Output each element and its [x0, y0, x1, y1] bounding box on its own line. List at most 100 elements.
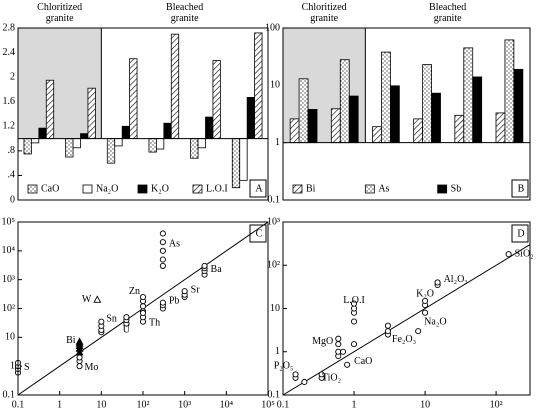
point — [384, 328, 391, 335]
y-tick-label: .4 — [8, 170, 16, 181]
y-tick-label: 0.1 — [268, 194, 281, 205]
bar — [372, 126, 382, 144]
y-tick-label: 100 — [265, 22, 280, 33]
point-label: S — [24, 362, 30, 373]
point — [159, 256, 166, 263]
point — [350, 318, 358, 325]
point — [159, 247, 166, 254]
legend-label: Bi — [306, 183, 316, 194]
bar — [121, 125, 131, 139]
point-label: Na₂O — [424, 316, 446, 327]
bar — [239, 138, 248, 181]
legend-swatch — [137, 184, 148, 194]
legend-label: CaO — [41, 183, 59, 194]
y-tick-label: 10⁴ — [2, 245, 16, 256]
point — [350, 305, 358, 312]
x-tick-label: 10⁵ — [261, 399, 275, 410]
point — [201, 262, 208, 269]
legend-swatch — [364, 184, 375, 194]
point — [415, 328, 422, 335]
bar — [254, 32, 263, 139]
point — [301, 378, 308, 386]
bar — [45, 79, 55, 139]
point-label: Al₂O₃ — [444, 274, 468, 285]
y-tick-label: 2 — [10, 71, 15, 82]
y-tick-label: 1 — [275, 346, 280, 357]
bar — [106, 138, 116, 164]
panel-letter: C — [256, 228, 263, 239]
bar — [307, 109, 318, 144]
bar — [148, 138, 157, 153]
point-label: Th — [149, 318, 160, 329]
point-label: P₂O₅ — [274, 360, 294, 371]
bar — [205, 116, 214, 139]
legend-label: Na₂O — [96, 183, 118, 194]
point-label: Sr — [191, 285, 201, 296]
bar — [348, 95, 359, 144]
panel-letter-box — [511, 224, 529, 243]
bar — [212, 60, 221, 139]
y-tick-label: .8 — [8, 145, 16, 156]
point — [159, 262, 166, 269]
point — [139, 309, 147, 317]
group-label: Chloritized granite — [37, 2, 83, 24]
bar — [23, 138, 32, 155]
point-label: Fe₂O₃ — [392, 334, 416, 345]
point — [159, 230, 166, 237]
point-label: SiO₂ — [515, 249, 534, 260]
y-tick-label: 1.2 — [3, 121, 16, 132]
legend-label: K₂O — [151, 183, 169, 194]
bar — [170, 33, 180, 139]
group-label: Bleached granite — [429, 2, 467, 24]
legend-label: L.O.I — [206, 183, 228, 194]
x-tick-label: 1 — [57, 399, 62, 410]
point — [76, 363, 83, 370]
point-label: Sn — [106, 314, 117, 325]
bar — [65, 138, 74, 158]
point-label: Bi — [66, 335, 76, 346]
point — [139, 303, 147, 310]
bar — [30, 138, 40, 144]
point — [422, 297, 429, 304]
bar — [190, 138, 199, 159]
bar — [463, 47, 474, 144]
panel-letter-box — [249, 179, 267, 198]
panel-letter-box — [249, 224, 267, 243]
point-label: Pb — [169, 296, 180, 307]
x-tick-label: 10⁴ — [220, 399, 234, 410]
x-tick-label: 10² — [137, 399, 150, 410]
point-label: W — [82, 294, 92, 305]
panel-letter-box — [511, 179, 529, 198]
point — [350, 341, 358, 348]
point-label: Zn — [129, 286, 140, 297]
point — [384, 322, 391, 329]
one-to-one-line — [282, 244, 531, 396]
bar — [472, 76, 483, 144]
bar — [38, 127, 47, 139]
legend-swatch — [82, 184, 93, 194]
point-label: Ba — [211, 264, 223, 275]
point — [98, 318, 105, 325]
point — [344, 361, 351, 368]
point — [292, 371, 299, 378]
point — [505, 251, 512, 258]
bar — [330, 108, 341, 144]
y-tick-label: 0.1 — [268, 389, 281, 400]
point — [123, 314, 130, 321]
x-tick-label: 0.1 — [12, 399, 25, 410]
legend-swatch — [27, 184, 38, 194]
bar — [246, 97, 256, 139]
y-tick-label: 1 — [10, 360, 15, 371]
y-tick-label: 2.8 — [3, 22, 16, 33]
bar — [163, 122, 172, 139]
x-tick-label: 10 — [96, 399, 106, 410]
y-tick-label: 0 — [10, 194, 15, 205]
y-tick-label: 1 — [275, 137, 280, 148]
point — [350, 300, 358, 307]
point — [139, 293, 147, 301]
bar — [197, 138, 206, 149]
bar — [155, 138, 165, 150]
x-tick-label: 10 — [420, 399, 430, 410]
legend-swatch — [437, 184, 448, 194]
